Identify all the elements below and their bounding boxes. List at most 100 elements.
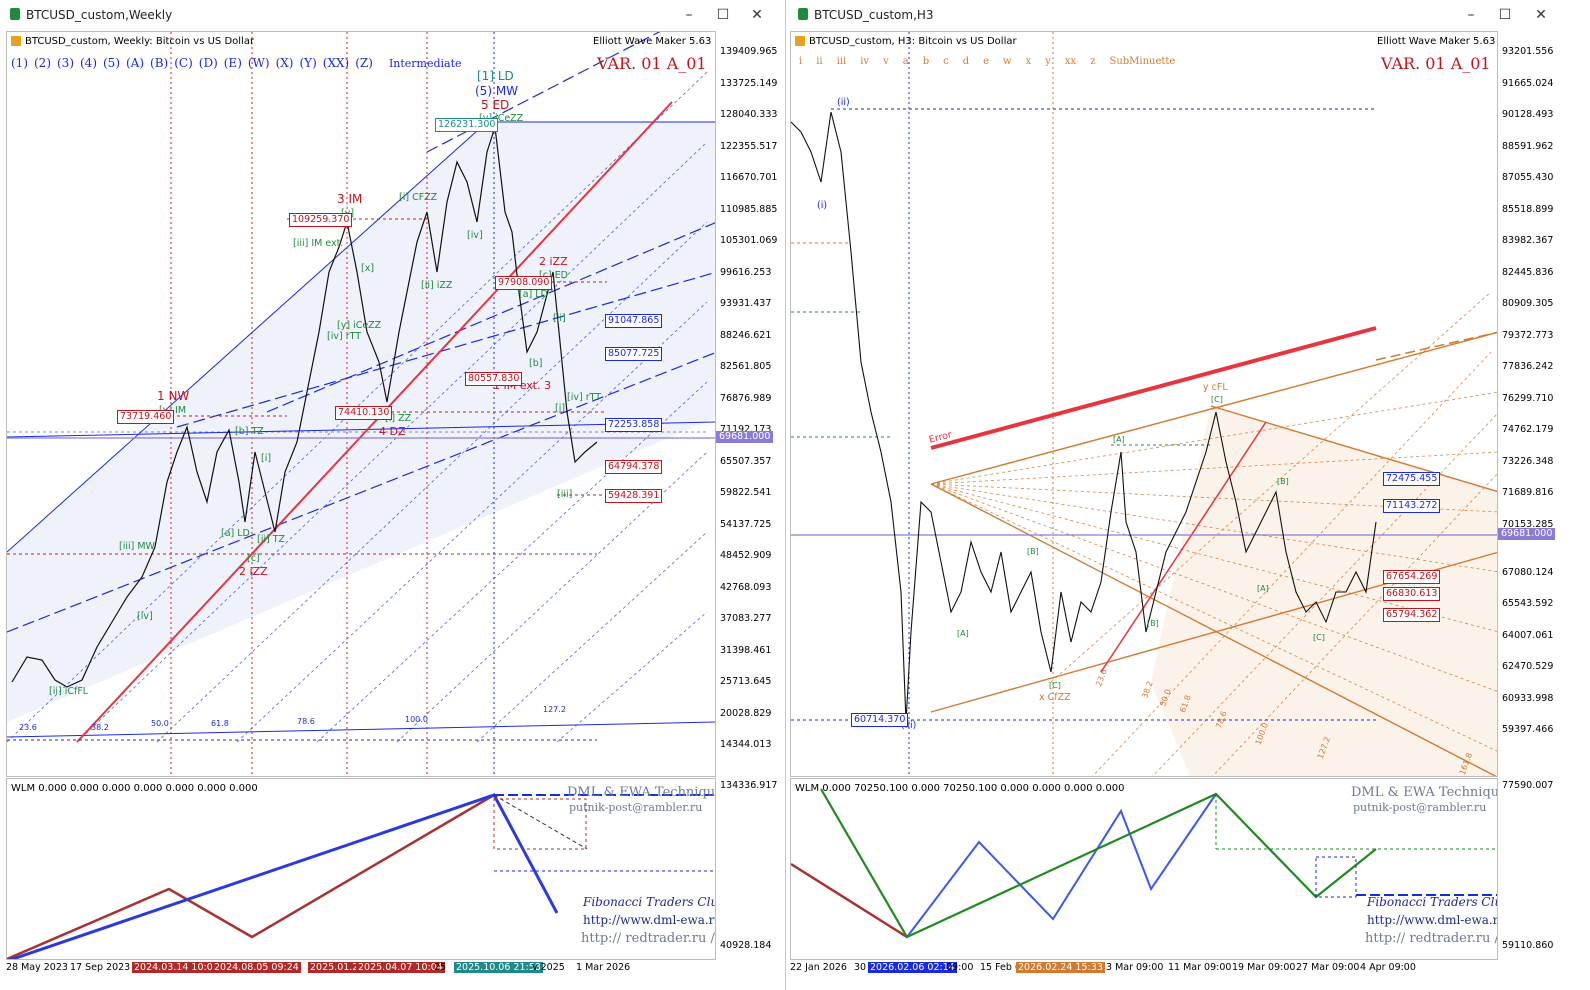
oscillator-pane[interactable]: WLM 0.000 0.000 0.000 0.000 0.000 0.000 … xyxy=(6,778,716,960)
degree-btn[interactable]: (D) xyxy=(198,56,218,70)
wave-label: [B] xyxy=(1027,547,1039,556)
chart-window-h3[interactable]: BTCUSD_custom,H3 – ☐ ✕ xyxy=(788,0,1590,990)
wave-label: [C] xyxy=(1049,681,1061,690)
minimize-icon[interactable]: – xyxy=(685,7,693,23)
price-label: 71143.272 xyxy=(1383,499,1441,513)
degree-btn[interactable]: ii xyxy=(816,56,823,67)
degree-btn[interactable]: e xyxy=(983,56,990,67)
oscillator-header: WLM 0.000 0.000 0.000 0.000 0.000 0.000 … xyxy=(11,783,258,794)
wave-label: [i] xyxy=(555,403,566,414)
price-label: 65794.362 xyxy=(1383,608,1441,622)
price-axis[interactable]: 93201.556 91665.024 90128.493 88591.962 … xyxy=(1498,31,1588,777)
degree-btn[interactable]: (X) xyxy=(275,56,294,70)
wave-label: [C] xyxy=(1313,633,1325,642)
minimize-icon[interactable]: – xyxy=(1467,7,1475,23)
degree-btn[interactable]: (5) xyxy=(103,56,120,70)
wave-label: (i) xyxy=(817,200,828,211)
degree-name[interactable]: SubMinuette xyxy=(1109,56,1176,67)
price-axis[interactable]: 139409.965 133725.149 128040.333 122355.… xyxy=(716,31,786,777)
oscillator-pane[interactable]: WLM 0.000 70250.100 0.000 70250.100 0.00… xyxy=(790,778,1498,960)
main-chart-pane[interactable]: BTCUSD_custom, Weekly: Bitcoin vs US Dol… xyxy=(6,31,716,777)
watermark: Fibonacci Traders Club xyxy=(1367,895,1498,909)
wave-label: 1 NW xyxy=(157,389,190,403)
degree-btn[interactable]: v xyxy=(883,56,889,67)
watermark: http://www.dml-ewa.ru xyxy=(1367,913,1498,927)
degree-btn[interactable]: (XX) xyxy=(322,56,350,70)
degree-btn[interactable]: iii xyxy=(836,56,847,67)
wave-label: [B] xyxy=(1147,619,1159,628)
degree-btn[interactable]: (1) xyxy=(11,56,28,70)
weekly-chart-canvas[interactable] xyxy=(7,32,716,777)
oscillator-axis: 77590.007 59110.860 xyxy=(1502,780,1554,951)
wave-label: [iii] MW xyxy=(119,541,155,552)
price-label: 67654.269 xyxy=(1383,570,1441,584)
wave-label: [ii] xyxy=(553,313,566,324)
window-titlebar[interactable]: BTCUSD_custom,H3 – ☐ ✕ xyxy=(788,0,1590,30)
maximize-icon[interactable]: ☐ xyxy=(1498,7,1512,23)
oscillator-header: WLM 0.000 70250.100 0.000 70250.100 0.00… xyxy=(795,783,1125,794)
current-price-tag: 69681.000 xyxy=(1498,528,1556,540)
current-price-tag: 69681.000 xyxy=(716,431,774,443)
wave-label: [x] xyxy=(361,263,375,274)
degree-btn[interactable]: z xyxy=(1090,56,1096,67)
wave-label: (5) MW xyxy=(475,84,519,98)
time-axis[interactable]: 28 May 2023 17 Sep 2023 2024.03.14 10:05… xyxy=(6,962,631,973)
watermark: DML & EWA Technique xyxy=(1351,785,1498,800)
wave-label: (ii) xyxy=(837,97,850,108)
maximize-icon[interactable]: ☐ xyxy=(716,7,730,23)
wave-label: [iv] xyxy=(137,611,153,622)
degree-btn[interactable]: x xyxy=(1025,56,1032,67)
price-label: 72475.455 xyxy=(1383,472,1441,486)
degree-btn[interactable]: d xyxy=(962,56,970,67)
degree-label-row: i ii iii iv v a b c d e w x y xx z SubMinuette xyxy=(799,56,1181,67)
price-label: 80557.830 xyxy=(465,372,523,386)
price-label: 72253.858 xyxy=(605,418,663,432)
wave-label: [c] xyxy=(247,553,260,564)
degree-name[interactable]: Intermediate xyxy=(388,57,462,70)
wave-label: [B] xyxy=(1277,477,1289,486)
degree-btn[interactable]: (C) xyxy=(174,56,193,70)
degree-btn[interactable]: (Y) xyxy=(299,56,317,70)
wave-label: x CfZZ xyxy=(1039,692,1071,703)
degree-btn[interactable]: (3) xyxy=(57,56,74,70)
window-title: BTCUSD_custom,Weekly xyxy=(26,8,173,22)
wave-label: [A] xyxy=(1257,584,1269,593)
degree-btn[interactable]: (4) xyxy=(80,56,97,70)
price-label: 64794.378 xyxy=(605,460,663,474)
wave-label: y cFL xyxy=(1203,382,1228,393)
degree-btn[interactable]: (Z) xyxy=(355,56,373,70)
degree-btn[interactable]: i xyxy=(799,56,803,67)
time-axis[interactable]: 22 Jan 2026 30 2026.02.06 02:14 09:00 15… xyxy=(790,962,1416,973)
price-label: 97908.090 xyxy=(495,276,553,290)
fib-label: 100.0 xyxy=(405,715,428,724)
degree-btn[interactable]: (B) xyxy=(150,56,169,70)
degree-btn[interactable]: c xyxy=(943,56,949,67)
degree-btn[interactable]: w xyxy=(1003,56,1012,67)
close-icon[interactable]: ✕ xyxy=(1535,7,1547,23)
window-titlebar[interactable]: BTCUSD_custom,Weekly – ☐ ✕ xyxy=(0,0,785,30)
wave-label: [A] xyxy=(1113,435,1125,444)
degree-btn[interactable]: (W) xyxy=(247,56,270,70)
wave-label: (iii) xyxy=(901,720,917,731)
degree-btn[interactable]: b xyxy=(922,56,930,67)
degree-btn[interactable]: iv xyxy=(860,56,870,67)
main-chart-pane[interactable]: BTCUSD_custom, H3: Bitcoin vs US Dollar … xyxy=(790,31,1498,777)
degree-btn[interactable]: xx xyxy=(1064,56,1077,67)
degree-btn[interactable]: (E) xyxy=(223,56,242,70)
h3-chart-canvas[interactable] xyxy=(791,32,1498,777)
degree-btn[interactable]: a xyxy=(902,56,909,67)
degree-btn[interactable]: (2) xyxy=(34,56,51,70)
fib-label: 38.2 xyxy=(91,723,109,732)
fib-label: 23.6 xyxy=(19,723,37,732)
degree-btn[interactable]: (A) xyxy=(126,56,145,70)
degree-label-row: (1) (2) (3) (4) (5) (A) (B) (C) (D) (E) (W) (X) (Y) (… xyxy=(11,56,468,70)
price-label: 126231.300 xyxy=(435,118,499,132)
wave-label: [a] LD xyxy=(221,528,250,539)
oscillator-canvas xyxy=(791,788,1497,939)
degree-btn[interactable]: y xyxy=(1045,56,1051,67)
wave-label: [iii] IM ext. xyxy=(293,238,344,249)
wave-label: [a] LD xyxy=(519,289,548,300)
chart-window-weekly[interactable]: BTCUSD_custom,Weekly – ☐ ✕ xyxy=(0,0,786,990)
close-icon[interactable]: ✕ xyxy=(751,7,763,23)
watermark: http:// redtrader.ru / xyxy=(1365,931,1498,946)
